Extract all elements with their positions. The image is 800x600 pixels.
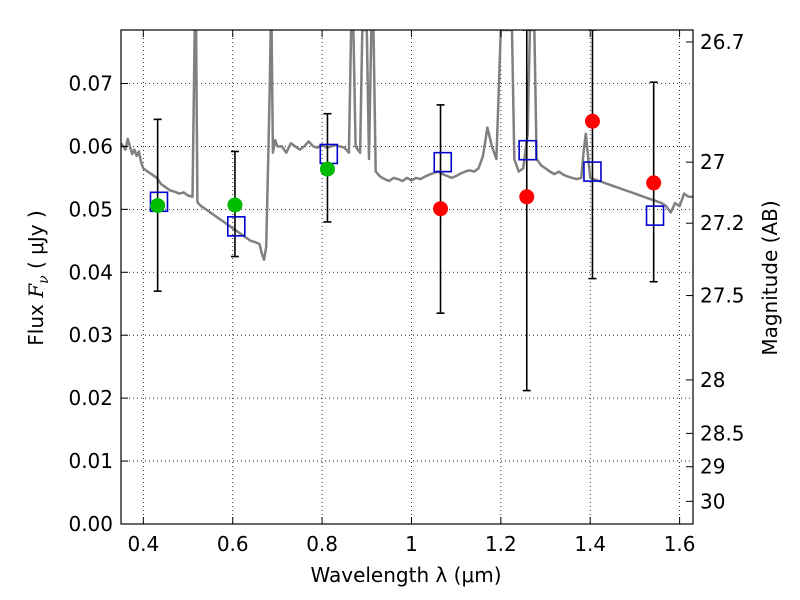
y-tick-label: 0.03	[68, 323, 113, 347]
model-flux-square	[583, 161, 602, 182]
red-data-point	[584, 113, 600, 129]
model-flux-square	[433, 151, 453, 173]
green-data-point	[227, 197, 243, 213]
axes-frame	[120, 29, 694, 525]
green-data-point	[150, 198, 166, 214]
green-data-point	[319, 161, 335, 177]
right-tick-label: 27	[700, 150, 725, 174]
right-tick-label: 26.7	[700, 30, 745, 54]
y-tick-label: 0.02	[68, 386, 113, 410]
x-tick-label: 1.2	[485, 532, 517, 556]
right-tick-label: 28	[700, 368, 725, 392]
x-tick-label: 1.4	[574, 532, 606, 556]
model-flux-square	[645, 205, 665, 226]
y-tick-label: 0.06	[68, 134, 113, 158]
y-tick-label: 0.00	[68, 512, 113, 536]
y-tick-label: 0.05	[68, 197, 113, 221]
plot-area	[121, 30, 693, 392]
x-axis-label: Wavelength λ (μm)	[310, 563, 501, 587]
model-spectrum-line	[121, 30, 693, 261]
y-axis-label-right: Magnitude (AB)	[758, 200, 782, 355]
x-tick-label: 0.4	[127, 532, 159, 556]
right-tick-label: 29	[700, 455, 725, 479]
red-data-point	[646, 175, 662, 191]
tick-layer: 0.4 0.6 0.8 1 1.2 1.4 1.6 0.00 0.01 0.02 0.03 0.04 0…	[68, 30, 744, 556]
x-tick-label: 1	[405, 532, 418, 556]
y-tick-label: 0.04	[68, 260, 113, 284]
right-tick-label: 28.5	[700, 421, 745, 445]
red-data-point	[519, 189, 535, 205]
right-tick-label: 27.5	[700, 284, 745, 308]
red-data-point	[433, 201, 449, 217]
y-axis-label-left: Flux Fν ( μJy )	[24, 210, 52, 345]
grid-layer	[121, 30, 693, 525]
x-tick-label: 0.6	[217, 532, 249, 556]
plot-frame	[120, 29, 694, 525]
y-tick-label: 0.01	[68, 449, 113, 473]
model-flux-square	[226, 216, 246, 237]
x-tick-label: 0.8	[306, 532, 338, 556]
right-tick-label: 27.2	[700, 211, 745, 235]
y-tick-label: 0.07	[68, 71, 113, 95]
right-tick-label: 30	[700, 489, 725, 513]
x-tick-label: 1.6	[664, 532, 696, 556]
model-flux-square	[518, 139, 537, 161]
